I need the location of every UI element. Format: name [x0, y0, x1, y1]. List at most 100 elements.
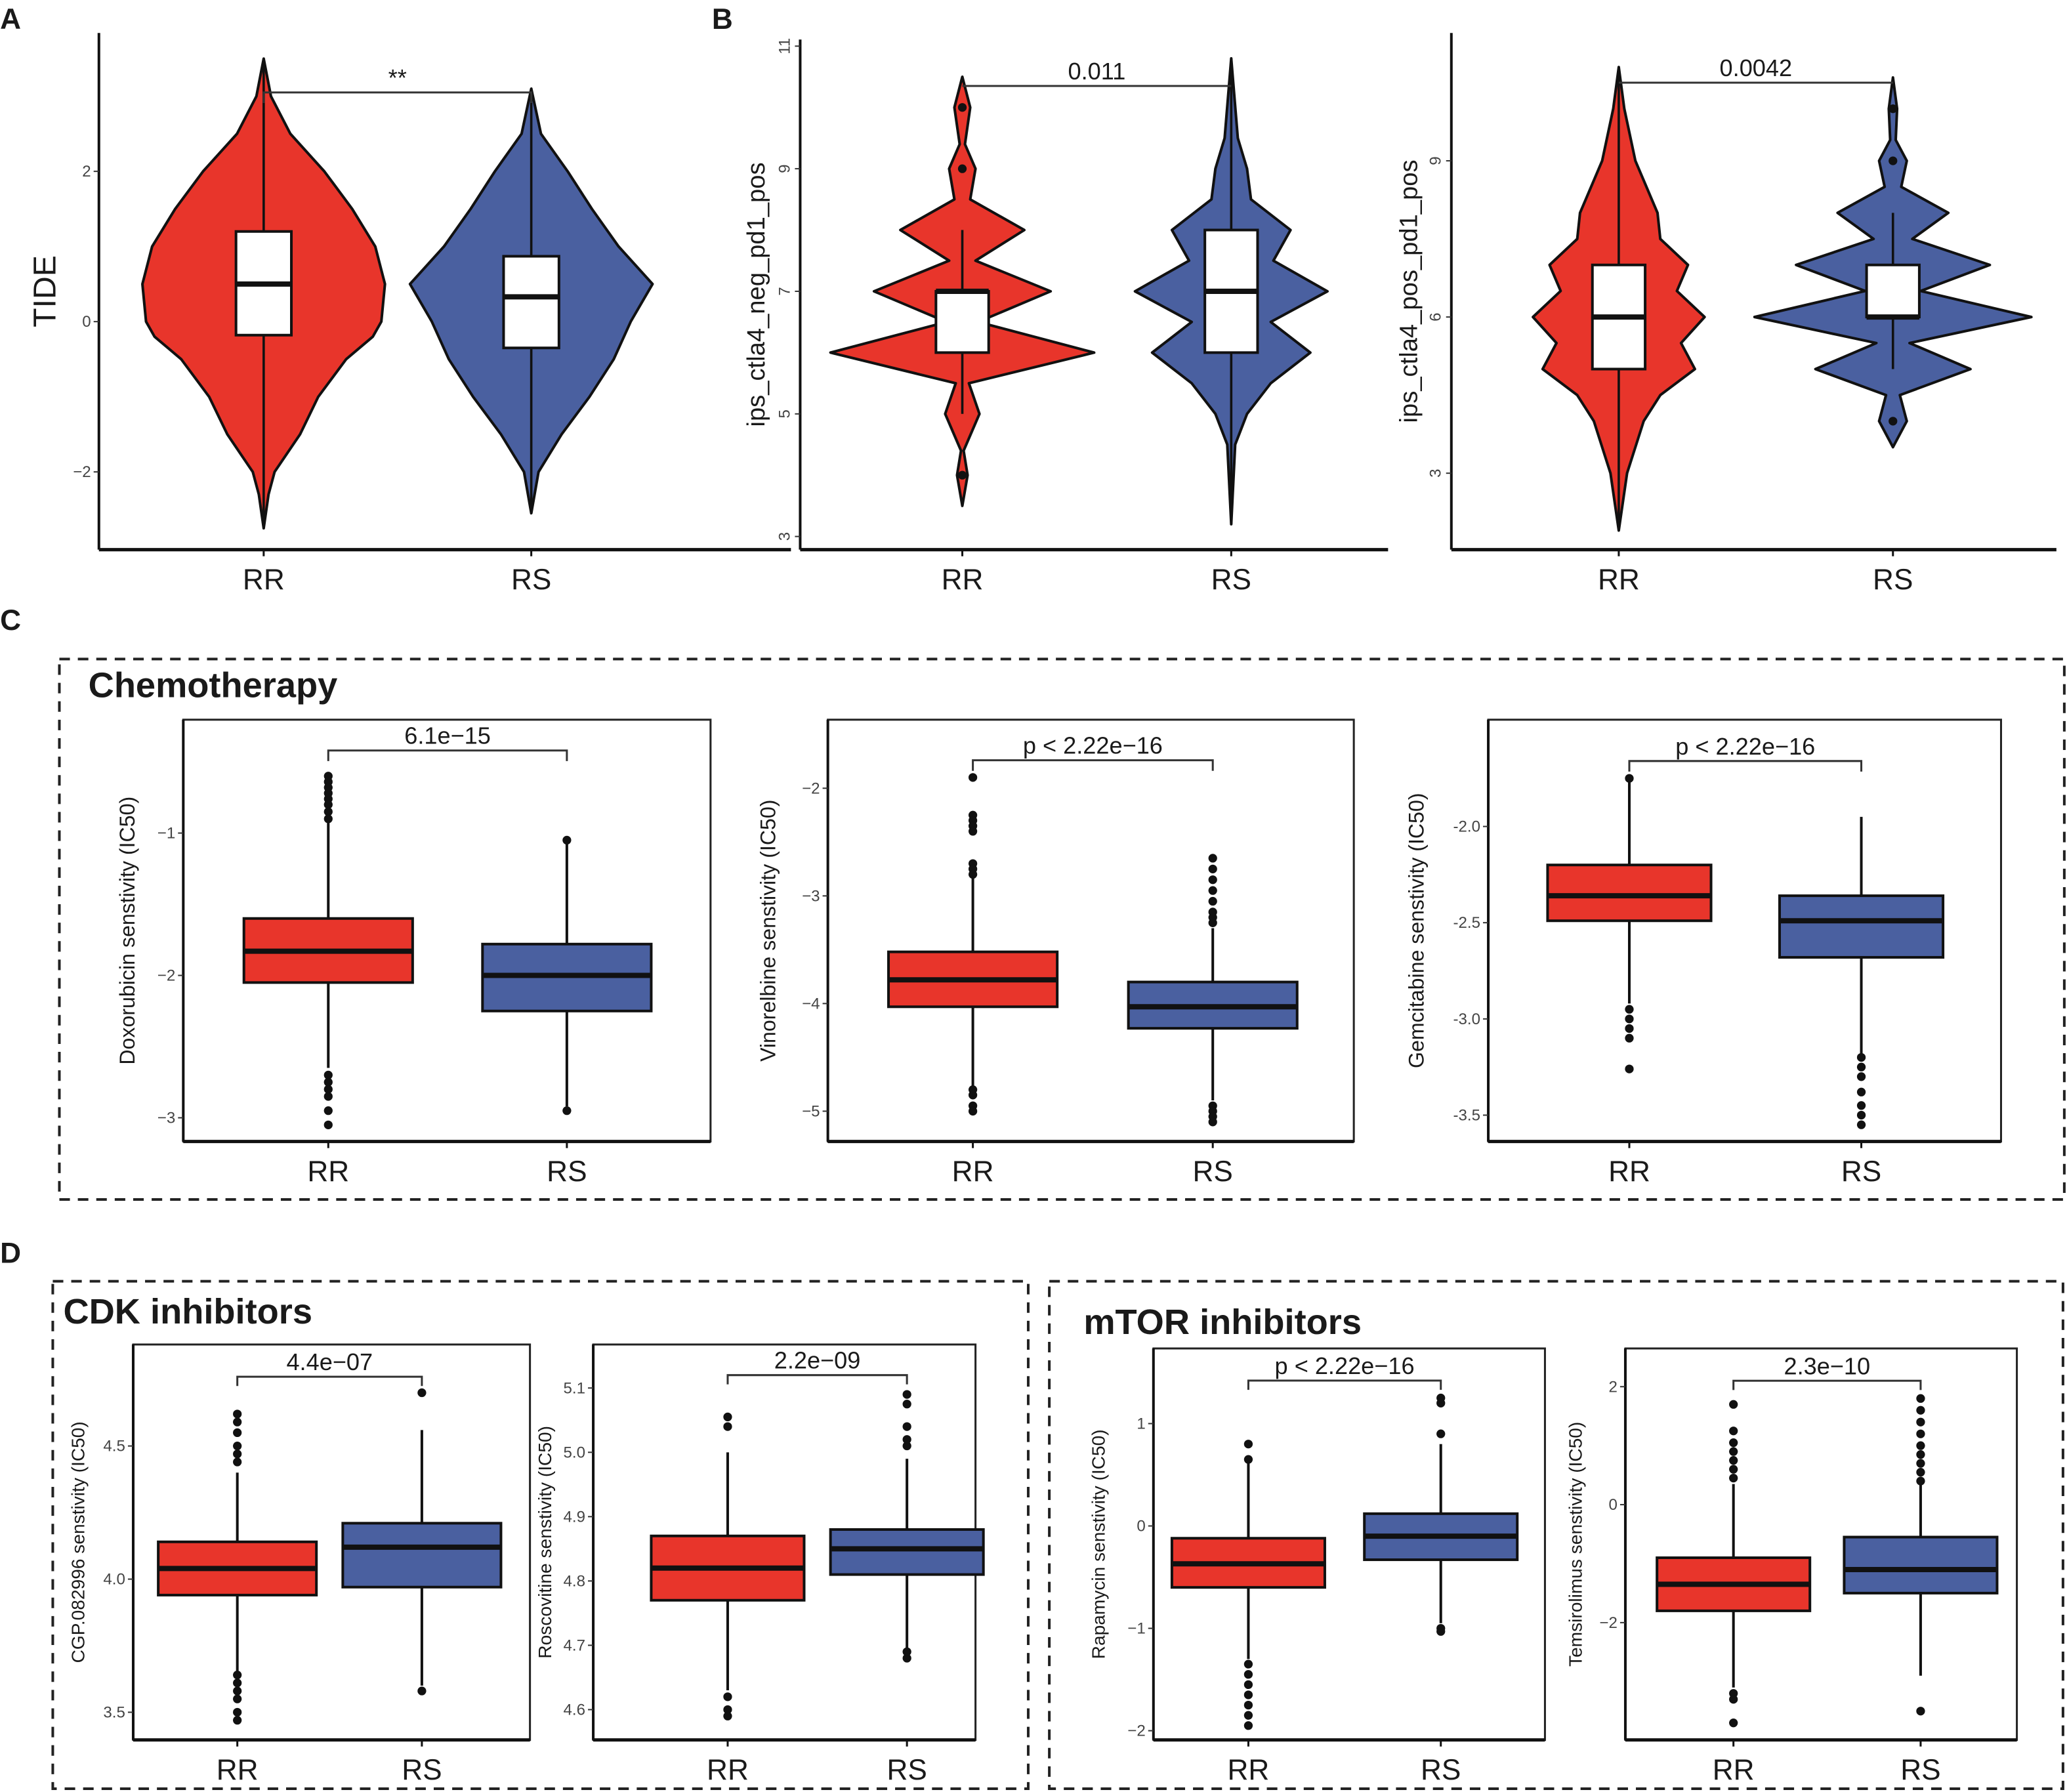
group-rr	[1170, 1440, 1326, 1730]
outlier-point	[324, 1120, 333, 1129]
significance-bracket	[1732, 1379, 1922, 1390]
outlier-point	[1436, 1627, 1446, 1636]
plot-c3: -3.5 -3.0 -2.5 -2.0 RR RS Gemcitabine senstivi…	[1405, 719, 2002, 1188]
outlier-point	[1916, 1394, 1925, 1403]
outlier-point	[1625, 1024, 1634, 1033]
outlier-point	[1916, 1406, 1925, 1415]
outlier-point	[957, 470, 967, 480]
plot-d3: −2 −1 0 1 RR RS Rapamycin senstivity (IC50) p <…	[1088, 1347, 1546, 1786]
plot-c2: −5 −4 −3 −2 RR RS Vinorelbine senstivity (IC50…	[756, 719, 1355, 1188]
y-tick-label: −1	[157, 825, 175, 843]
outlier-point	[1208, 886, 1217, 895]
x-tick-label: RR	[942, 564, 984, 596]
group-rs	[829, 1390, 985, 1663]
group-rr	[157, 1409, 318, 1725]
x-tick-label: RS	[1193, 1156, 1233, 1188]
outlier-point	[233, 1678, 242, 1688]
outlier-point	[1729, 1447, 1738, 1456]
group-rr	[1546, 774, 1713, 1073]
y-axis-label: CGP.082996 senstivity (IC50)	[68, 1421, 89, 1663]
group-rr	[141, 57, 386, 530]
x-tick-label: RR	[952, 1156, 994, 1188]
outlier-point	[1625, 1014, 1634, 1024]
outlier-point	[1916, 1441, 1925, 1450]
outlier-point	[1889, 104, 1898, 114]
outlier-point	[1625, 1064, 1634, 1073]
y-tick-label: 1	[1137, 1415, 1145, 1433]
group-rr	[242, 772, 414, 1129]
y-tick-label: 4.6	[563, 1701, 585, 1719]
box	[1865, 263, 1921, 319]
outlier-point	[417, 1388, 427, 1398]
outlier-point	[562, 1106, 572, 1115]
outlier-point	[1243, 1690, 1253, 1699]
y-tick-label: −2	[802, 780, 820, 797]
x-tick-label: RS	[547, 1156, 587, 1188]
p-value-label: 0.011	[1068, 58, 1126, 85]
y-tick-label: 11	[776, 38, 793, 54]
plot-a: −2 0 2 RR RS TIDE **	[27, 33, 791, 596]
outlier-point	[902, 1422, 911, 1431]
x-tick-label: RS	[511, 564, 551, 596]
outlier-point	[968, 1091, 978, 1100]
group-rr	[1532, 66, 1706, 532]
plot-c1: −3 −2 −1 RR RS Doxorubicin senstivity (IC50) 6…	[115, 719, 712, 1188]
outlier-point	[1729, 1427, 1738, 1436]
group-rs	[341, 1388, 503, 1696]
outlier-point	[1625, 774, 1634, 783]
group-rs	[1753, 76, 2033, 449]
outlier-point	[968, 773, 978, 782]
outlier-point	[1436, 1429, 1446, 1438]
y-axis-label: ips_ctla4_neg_pd1_pos	[742, 162, 770, 427]
y-tick-label: 6	[1427, 312, 1445, 321]
outlier-point	[1916, 1417, 1925, 1427]
outlier-point	[1856, 1072, 1866, 1081]
y-tick-label: −1	[1127, 1620, 1145, 1638]
outlier-point	[1729, 1473, 1738, 1483]
plot-frame	[827, 719, 1355, 1143]
x-tick-label: RS	[1900, 1754, 1940, 1786]
outlier-point	[957, 164, 967, 173]
outlier-point	[902, 1435, 911, 1444]
box	[1546, 864, 1713, 923]
significance-bracket	[236, 1375, 423, 1386]
box	[1778, 894, 1945, 959]
outlier-point	[1208, 918, 1217, 927]
outlier-point	[723, 1422, 732, 1431]
outlier-point	[233, 1716, 242, 1725]
outlier-point	[1916, 1450, 1925, 1459]
x-tick-label: RS	[402, 1754, 442, 1786]
outlier-point	[1916, 1707, 1925, 1716]
x-tick-label: RR	[217, 1754, 259, 1786]
outlier-point	[324, 1077, 333, 1087]
y-tick-label: 4.9	[563, 1508, 585, 1526]
x-tick-label: RS	[1841, 1156, 1881, 1188]
cdk-title: CDK inhibitors	[64, 1292, 313, 1331]
y-tick-label: 7	[776, 287, 793, 295]
plot-d1: 3.5 4.0 4.5 RR RS CGP.082996 senstivity (IC50…	[68, 1343, 532, 1786]
outlier-point	[324, 800, 333, 809]
y-tick-label: 4.8	[563, 1572, 585, 1590]
box	[341, 1522, 503, 1589]
outlier-point	[324, 807, 333, 816]
outlier-point	[1729, 1695, 1738, 1704]
x-tick-label: RS	[887, 1754, 927, 1786]
y-tick-label: −5	[802, 1102, 820, 1120]
outlier-point	[1856, 1087, 1866, 1096]
x-tick-label: RR	[1713, 1754, 1755, 1786]
y-tick-label: 4.0	[103, 1571, 125, 1589]
plot-d2: 4.6 4.7 4.8 4.9 5.0 5.1 RR RS Roscovitine sensti…	[535, 1343, 985, 1786]
y-tick-label: −4	[802, 995, 820, 1012]
outlier-point	[233, 1449, 242, 1459]
group-rr	[650, 1412, 806, 1720]
outlier-point	[902, 1654, 911, 1663]
outlier-point	[902, 1647, 911, 1656]
y-axis-label: Gemcitabine senstivity (IC50)	[1405, 793, 1429, 1068]
outlier-point	[968, 869, 978, 879]
outlier-point	[233, 1686, 242, 1696]
box	[502, 255, 560, 350]
panel-letter-a: A	[0, 3, 21, 35]
outlier-point	[1243, 1440, 1253, 1449]
outlier-point	[233, 1457, 242, 1467]
p-value-label: **	[388, 64, 407, 91]
